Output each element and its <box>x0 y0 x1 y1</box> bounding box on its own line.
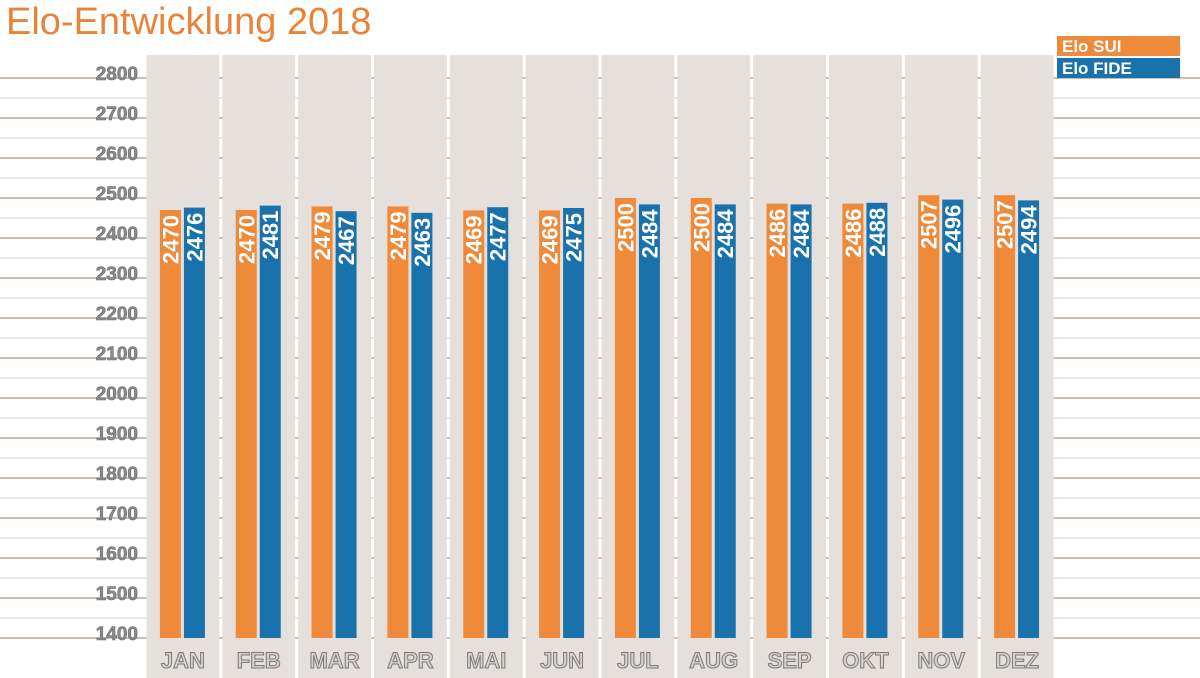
bar-fide-nov <box>942 199 964 638</box>
data-label: 2484 <box>637 209 662 259</box>
legend-label-sui: Elo SUI <box>1062 37 1122 56</box>
data-label: 2488 <box>865 208 890 257</box>
bar-fide-feb <box>259 205 281 638</box>
bar-sui-jan <box>159 210 181 638</box>
month-panel <box>904 55 978 678</box>
y-tick-label: 2000 <box>96 384 138 405</box>
legend-swatch-sui <box>1057 36 1180 56</box>
data-label: 2486 <box>765 209 790 258</box>
data-label: 2484 <box>789 209 814 259</box>
x-tick-label: MAI <box>466 648 506 673</box>
legend-swatch-fide <box>1057 58 1180 78</box>
month-panel <box>980 55 1054 678</box>
bar-fide-okt <box>866 202 888 639</box>
bar-fide-sep <box>790 204 812 638</box>
month-panel <box>525 55 599 678</box>
y-tick-label: 1600 <box>96 544 138 565</box>
y-tick-label: 1400 <box>96 624 138 645</box>
y-tick-label: 2600 <box>96 144 138 165</box>
bar-sui-jun <box>539 210 561 638</box>
x-tick-label: APR <box>387 648 434 673</box>
x-tick-label: JUN <box>540 648 584 673</box>
y-tick-label: 2800 <box>96 64 138 85</box>
data-label: 2494 <box>1017 205 1042 255</box>
data-label: 2475 <box>562 213 587 262</box>
y-tick-label: 2300 <box>96 264 138 285</box>
bar-sui-aug <box>690 198 712 638</box>
data-label: 2476 <box>182 213 207 262</box>
data-label: 2500 <box>689 203 714 252</box>
bar-fide-apr <box>411 212 433 639</box>
data-label: 2479 <box>310 211 335 260</box>
bar-sui-sep <box>766 203 788 638</box>
bar-fide-aug <box>714 204 736 638</box>
y-tick-label: 2100 <box>96 344 138 365</box>
bar-fide-jul <box>638 204 660 638</box>
data-label: 2486 <box>841 209 866 258</box>
chart-title: Elo-Entwicklung 2018 <box>6 1 371 43</box>
month-panel <box>677 55 751 678</box>
x-tick-label: AUG <box>689 648 738 673</box>
y-tick-label: 1700 <box>96 504 138 525</box>
bar-sui-feb <box>235 210 257 638</box>
data-label: 2469 <box>462 215 487 264</box>
data-label: 2477 <box>486 212 511 261</box>
data-label: 2467 <box>334 216 359 265</box>
y-tick-label: 2200 <box>96 304 138 325</box>
y-tick-label: 2500 <box>96 184 138 205</box>
x-tick-label: DEZ <box>995 648 1039 673</box>
bar-sui-okt <box>842 203 864 638</box>
bars: 2470 2470 2479 2479 2469 2469 2500 2500 2486 2486… <box>158 195 1042 639</box>
y-tick-label: 1900 <box>96 424 138 445</box>
bar-fide-jan <box>183 207 205 638</box>
y-tick-label: 1500 <box>96 584 138 605</box>
data-label: 2507 <box>993 200 1018 249</box>
month-panel <box>449 55 523 678</box>
bar-sui-jul <box>614 198 636 638</box>
data-label: 2470 <box>234 215 259 264</box>
legend: Elo SUI Elo FIDE <box>1057 36 1180 78</box>
month-panel <box>222 55 296 678</box>
y-tick-label: 1800 <box>96 464 138 485</box>
month-panel <box>298 55 371 678</box>
data-label: 2479 <box>386 211 411 260</box>
x-tick-label: MAR <box>310 648 360 673</box>
x-tick-label: SEP <box>768 648 812 673</box>
data-label: 2496 <box>941 205 966 254</box>
month-panel <box>146 55 220 678</box>
data-label: 2481 <box>258 211 283 260</box>
data-label: 2469 <box>538 215 563 264</box>
bar-fide-mai <box>487 207 509 638</box>
x-tick-label: NOV <box>917 648 965 673</box>
legend-label-fide: Elo FIDE <box>1062 59 1132 78</box>
month-panel <box>753 55 826 678</box>
x-tick-label: OKT <box>842 648 889 673</box>
month-panels <box>146 55 1054 678</box>
bar-sui-mar <box>311 206 333 638</box>
x-axis: JAN FEB MAR APR MAI JUN JUL AUG SEP OKT NOV DEZ <box>160 648 1039 674</box>
x-tick-label: JAN <box>161 648 205 673</box>
data-label: 2463 <box>410 218 435 267</box>
bar-sui-apr <box>387 206 409 638</box>
x-tick-label: JUL <box>617 648 659 673</box>
bar-sui-mai <box>463 210 485 638</box>
bar-fide-jun <box>563 208 585 638</box>
month-panel <box>374 55 447 678</box>
y-axis: 1400 1500 1600 1700 1800 1900 2000 2100 2200 2300… <box>95 64 138 646</box>
month-panel <box>601 55 675 678</box>
month-panel <box>829 55 902 678</box>
data-label: 2484 <box>713 209 738 259</box>
bar-sui-nov <box>918 195 940 638</box>
y-tick-label: 2700 <box>96 104 138 125</box>
data-label: 2500 <box>613 203 638 252</box>
bar-fide-dez <box>1018 200 1040 638</box>
bar-sui-dez <box>994 195 1016 638</box>
y-tick-label: 2400 <box>96 224 138 245</box>
data-label: 2507 <box>917 200 942 249</box>
bar-fide-mar <box>335 211 357 638</box>
data-label: 2470 <box>158 215 183 264</box>
x-tick-label: FEB <box>237 648 281 673</box>
